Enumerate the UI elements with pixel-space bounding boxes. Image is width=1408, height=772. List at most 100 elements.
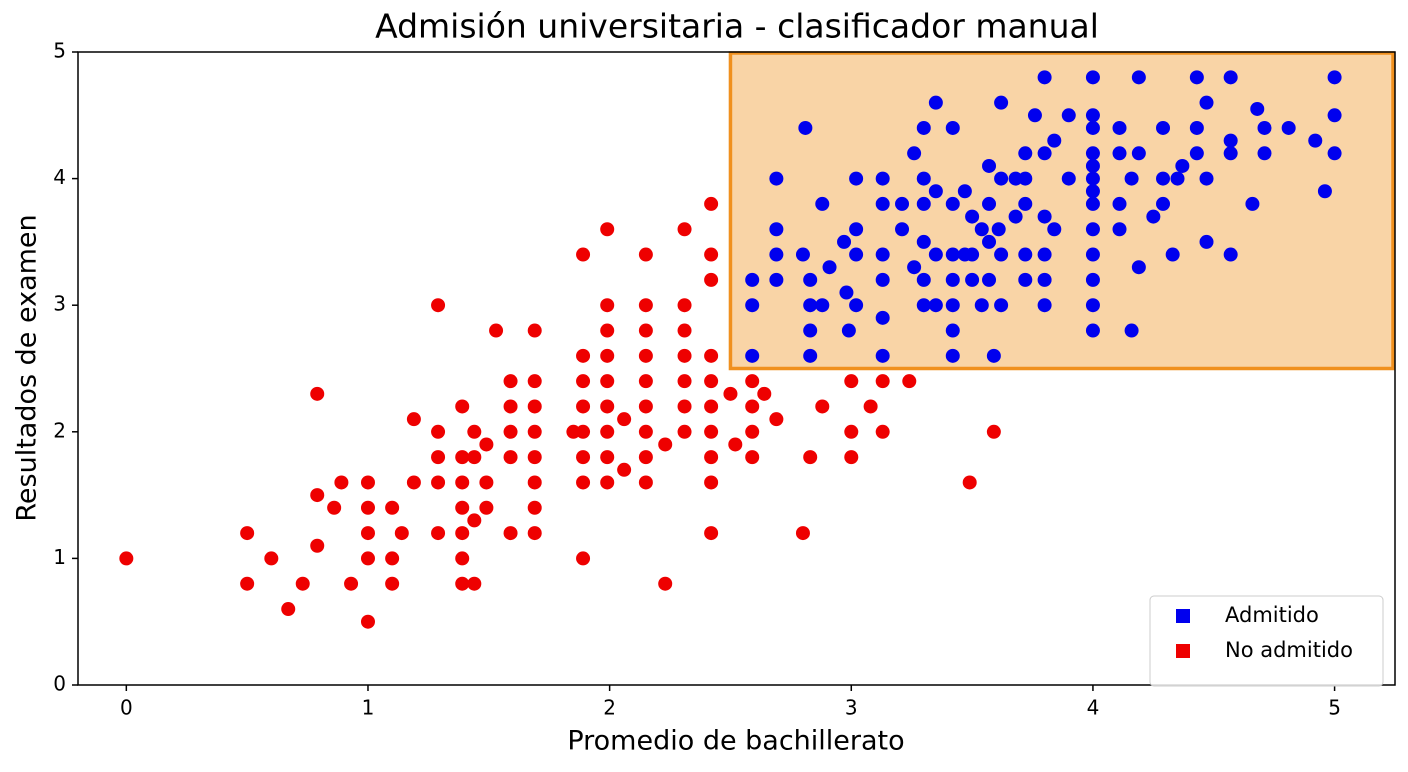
data-point (240, 526, 255, 541)
data-point (704, 272, 719, 287)
data-point (916, 234, 931, 249)
data-point (844, 424, 859, 439)
data-point (327, 500, 342, 515)
legend-marker (1176, 644, 1190, 658)
data-point (1199, 171, 1214, 186)
data-point (815, 298, 830, 313)
data-point (815, 399, 830, 414)
data-point (1281, 120, 1296, 135)
legend-label: Admitido (1225, 603, 1319, 627)
data-point (844, 450, 859, 465)
data-point (527, 450, 542, 465)
data-point (945, 298, 960, 313)
data-point (467, 424, 482, 439)
data-point (986, 424, 1001, 439)
data-point (1257, 120, 1272, 135)
data-point (576, 348, 591, 363)
data-point (769, 222, 784, 237)
data-point (986, 348, 1001, 363)
data-point (281, 602, 296, 617)
data-point (1189, 70, 1204, 85)
data-point (394, 526, 409, 541)
data-point (769, 247, 784, 262)
data-point (503, 526, 518, 541)
data-point (1124, 171, 1139, 186)
data-point (385, 576, 400, 591)
data-point (455, 450, 470, 465)
data-point (916, 171, 931, 186)
data-point (527, 399, 542, 414)
data-point (1257, 146, 1272, 161)
data-point (1156, 120, 1171, 135)
y-tick-label: 5 (53, 39, 66, 63)
data-point (1037, 146, 1052, 161)
data-point (1199, 234, 1214, 249)
y-tick-label: 4 (53, 165, 66, 189)
data-point (769, 272, 784, 287)
data-point (895, 196, 910, 211)
data-point (745, 272, 760, 287)
data-point (576, 247, 591, 262)
data-point (745, 399, 760, 414)
data-point (638, 450, 653, 465)
data-point (798, 120, 813, 135)
data-point (982, 196, 997, 211)
data-point (974, 298, 989, 313)
data-point (503, 424, 518, 439)
data-point (310, 538, 325, 553)
data-point (1018, 247, 1033, 262)
data-point (745, 298, 760, 313)
data-point (431, 526, 446, 541)
data-point (600, 424, 615, 439)
data-point (815, 196, 830, 211)
data-point (704, 450, 719, 465)
data-point (704, 399, 719, 414)
data-point (600, 374, 615, 389)
data-point (1085, 272, 1100, 287)
data-point (479, 437, 494, 452)
data-point (431, 475, 446, 490)
data-point (264, 551, 279, 566)
data-point (803, 450, 818, 465)
data-point (757, 386, 772, 401)
data-point (576, 399, 591, 414)
data-point (769, 171, 784, 186)
x-tick-label: 1 (362, 696, 375, 720)
data-point (1018, 171, 1033, 186)
data-point (576, 450, 591, 465)
data-point (385, 551, 400, 566)
data-point (994, 95, 1009, 110)
data-point (957, 184, 972, 199)
data-point (527, 424, 542, 439)
data-point (1165, 247, 1180, 262)
data-point (600, 298, 615, 313)
data-point (489, 323, 504, 338)
data-point (576, 424, 591, 439)
data-point (677, 348, 692, 363)
data-point (875, 196, 890, 211)
data-point (745, 348, 760, 363)
x-tick-label: 4 (1087, 696, 1100, 720)
legend-box (1149, 595, 1384, 687)
data-point (991, 222, 1006, 237)
data-point (728, 437, 743, 452)
data-point (875, 424, 890, 439)
data-point (839, 285, 854, 300)
decision-region (728, 51, 1395, 371)
data-point (916, 298, 931, 313)
data-point (455, 576, 470, 591)
data-point (1124, 323, 1139, 338)
data-point (795, 247, 810, 262)
data-point (1327, 108, 1342, 123)
data-point (723, 386, 738, 401)
data-point (962, 475, 977, 490)
data-point (974, 222, 989, 237)
data-point (928, 184, 943, 199)
data-point (1008, 171, 1023, 186)
data-point (638, 247, 653, 262)
data-point (849, 222, 864, 237)
data-point (600, 222, 615, 237)
data-point (945, 272, 960, 287)
data-point (907, 260, 922, 275)
